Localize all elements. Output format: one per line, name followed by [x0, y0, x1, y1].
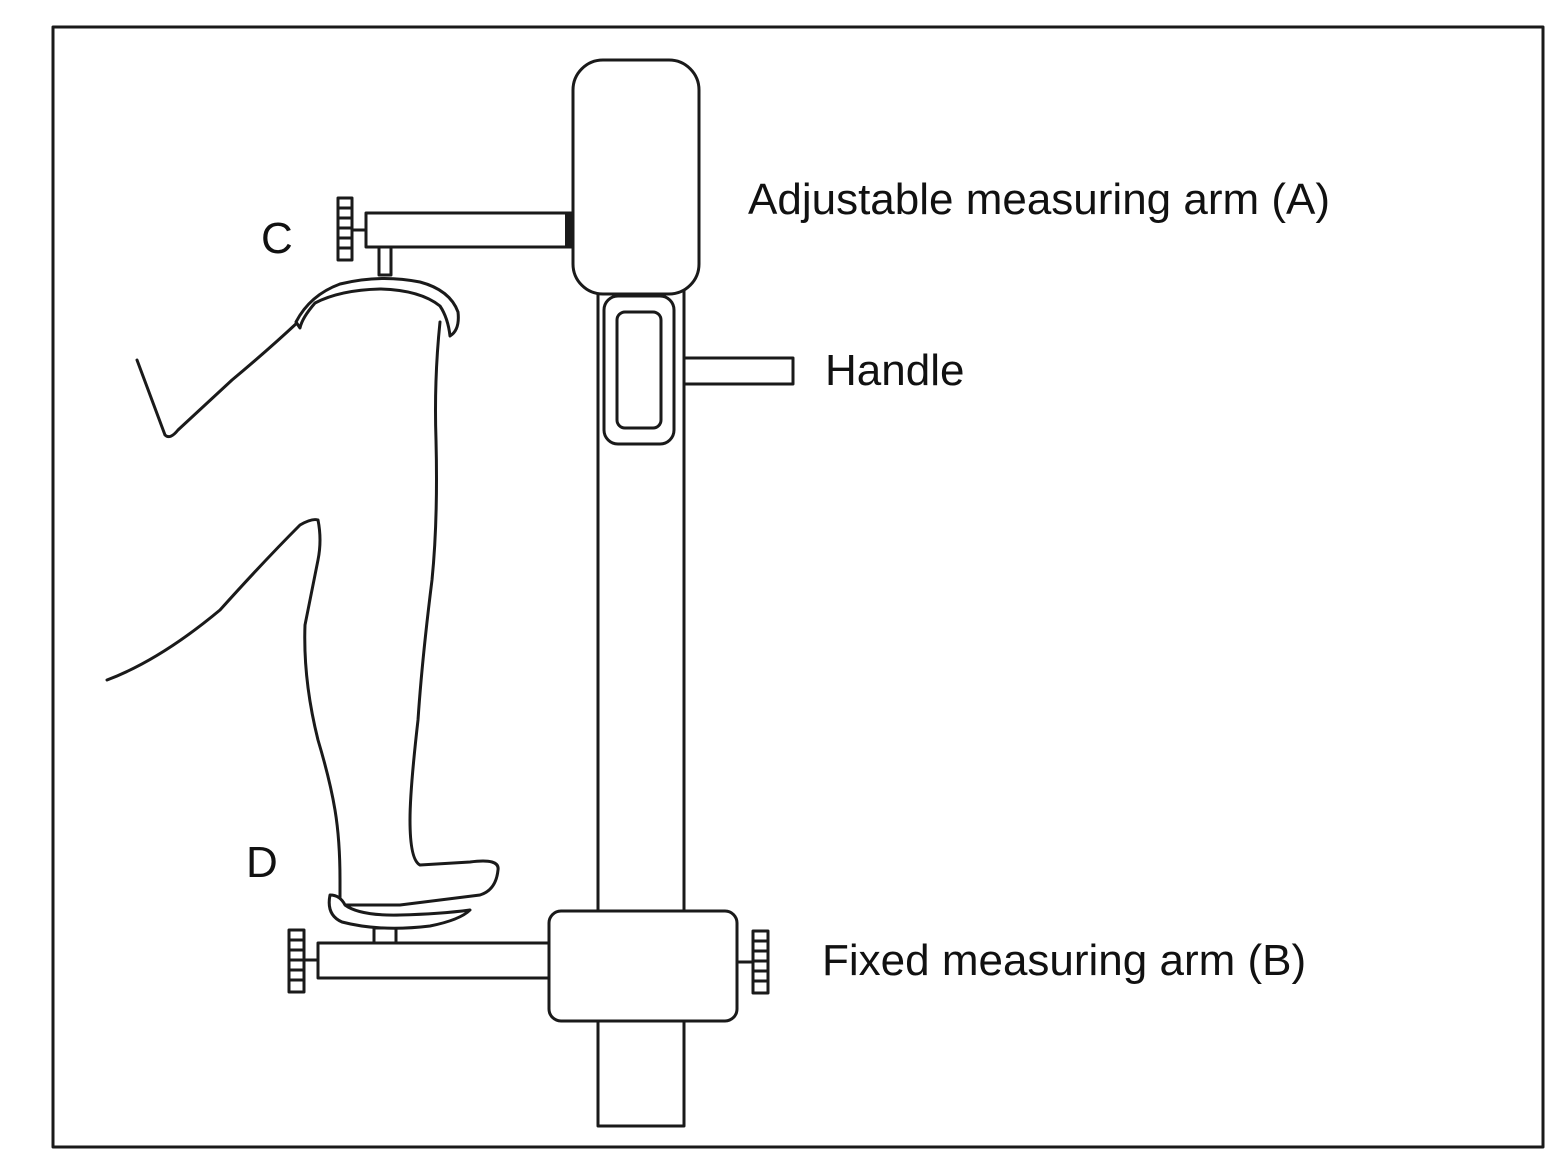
fixed-arm-block [547, 909, 739, 1023]
knob-fixed-block-icon[interactable] [735, 929, 770, 995]
pad-d-stem [372, 926, 398, 945]
adjustable-arm-rod-end [565, 213, 573, 247]
handle-bar [682, 356, 795, 386]
knob-d-icon[interactable] [287, 928, 320, 994]
display-panel-outer [602, 294, 676, 446]
label-point-c: C [261, 214, 293, 263]
display-panel-inner [615, 310, 663, 430]
foot-pad-d [327, 893, 472, 930]
fixed-arm-rod [316, 941, 551, 980]
adjustable-head-block [571, 58, 701, 296]
pad-c-stem [377, 245, 393, 277]
label-point-d: D [246, 838, 278, 887]
label-fixed-arm: Fixed measuring arm (B) [822, 936, 1306, 985]
label-adjustable-arm: Adjustable measuring arm (A) [748, 175, 1330, 224]
adjustable-arm-rod [364, 211, 575, 249]
knob-c-icon[interactable] [336, 196, 368, 262]
label-handle: Handle [825, 346, 964, 395]
diagram-frame [51, 25, 1545, 1149]
leg-outline [105, 320, 500, 907]
knee-pad-c [294, 276, 460, 338]
